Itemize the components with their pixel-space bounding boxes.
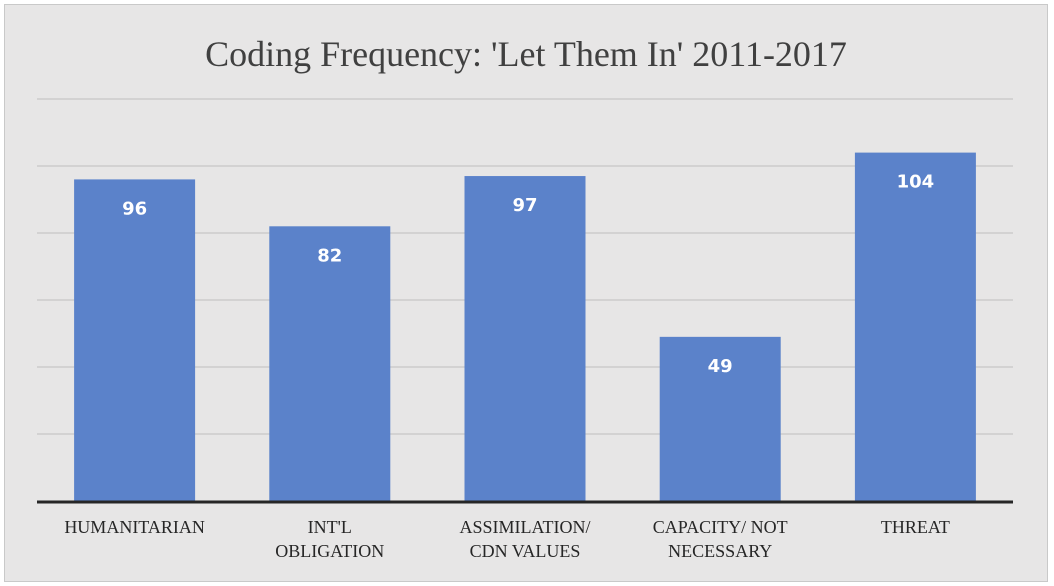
data-label: 104 <box>897 172 935 193</box>
category-labels: HUMANITARIAN INT'L OBLIGATION ASSIMILATION/… <box>64 517 950 561</box>
category-label: INT'L OBLIGATION <box>275 517 384 561</box>
chart-title: Coding Frequency: 'Let Them In' 2011-201… <box>205 34 847 74</box>
category-label: HUMANITARIAN <box>64 517 205 537</box>
category-label: THREAT <box>881 517 950 537</box>
bars <box>74 152 976 502</box>
data-labels: 96 82 97 49 104 <box>122 172 934 377</box>
plot-area: 96 82 97 49 104 HUMANITARIAN INT'L OBLIGATION A… <box>37 98 1013 561</box>
data-label: 49 <box>708 356 733 377</box>
bar <box>464 176 586 502</box>
bar <box>269 226 391 502</box>
bar <box>854 152 976 501</box>
bar <box>74 179 196 501</box>
bar <box>659 336 781 501</box>
data-label: 82 <box>317 245 342 266</box>
data-label: 97 <box>512 195 537 216</box>
category-label: CAPACITY/ NOT NECESSARY <box>653 517 788 561</box>
category-label: ASSIMILATION/CDN VALUES <box>459 517 590 561</box>
data-label: 96 <box>122 198 147 219</box>
chart-frame: Coding Frequency: 'Let Them In' 2011-201… <box>4 4 1048 582</box>
